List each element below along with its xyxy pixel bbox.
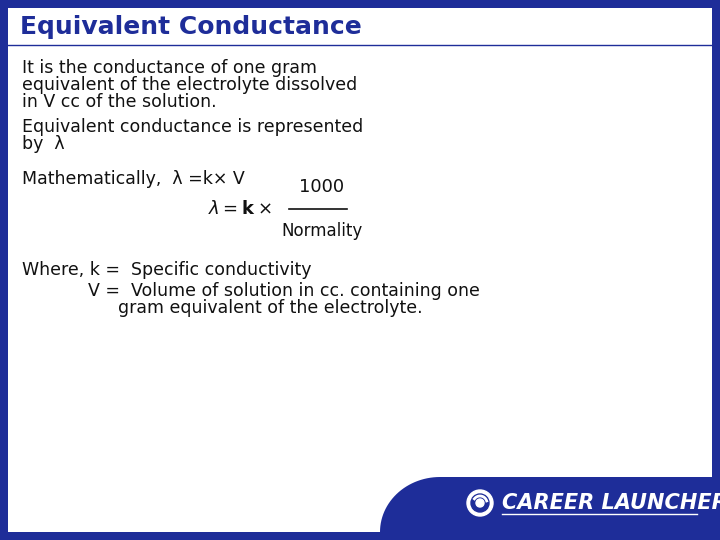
Text: equivalent of the electrolyte dissolved: equivalent of the electrolyte dissolved: [22, 76, 357, 94]
Text: by  λ: by λ: [22, 135, 65, 153]
Circle shape: [467, 490, 493, 516]
Text: CAREER LAUNCHER: CAREER LAUNCHER: [502, 493, 720, 513]
Text: Equivalent Conductance: Equivalent Conductance: [20, 15, 361, 39]
Text: V =  Volume of solution in cc. containing one: V = Volume of solution in cc. containing…: [88, 282, 480, 300]
Text: Equivalent conductance is represented: Equivalent conductance is represented: [22, 118, 364, 136]
Polygon shape: [380, 477, 712, 532]
Text: $\lambda = \mathbf{k} \times$: $\lambda = \mathbf{k} \times$: [208, 200, 272, 218]
Text: It is the conductance of one gram: It is the conductance of one gram: [22, 59, 317, 77]
Text: Mathematically,  λ =k× V: Mathematically, λ =k× V: [22, 170, 245, 188]
Text: gram equivalent of the electrolyte.: gram equivalent of the electrolyte.: [118, 299, 423, 317]
Text: in V cc of the solution.: in V cc of the solution.: [22, 93, 217, 111]
Circle shape: [471, 494, 489, 512]
Text: Where, k =  Specific conductivity: Where, k = Specific conductivity: [22, 261, 312, 279]
Circle shape: [476, 499, 484, 507]
Text: 1000: 1000: [300, 178, 345, 196]
Text: Normality: Normality: [282, 222, 363, 240]
